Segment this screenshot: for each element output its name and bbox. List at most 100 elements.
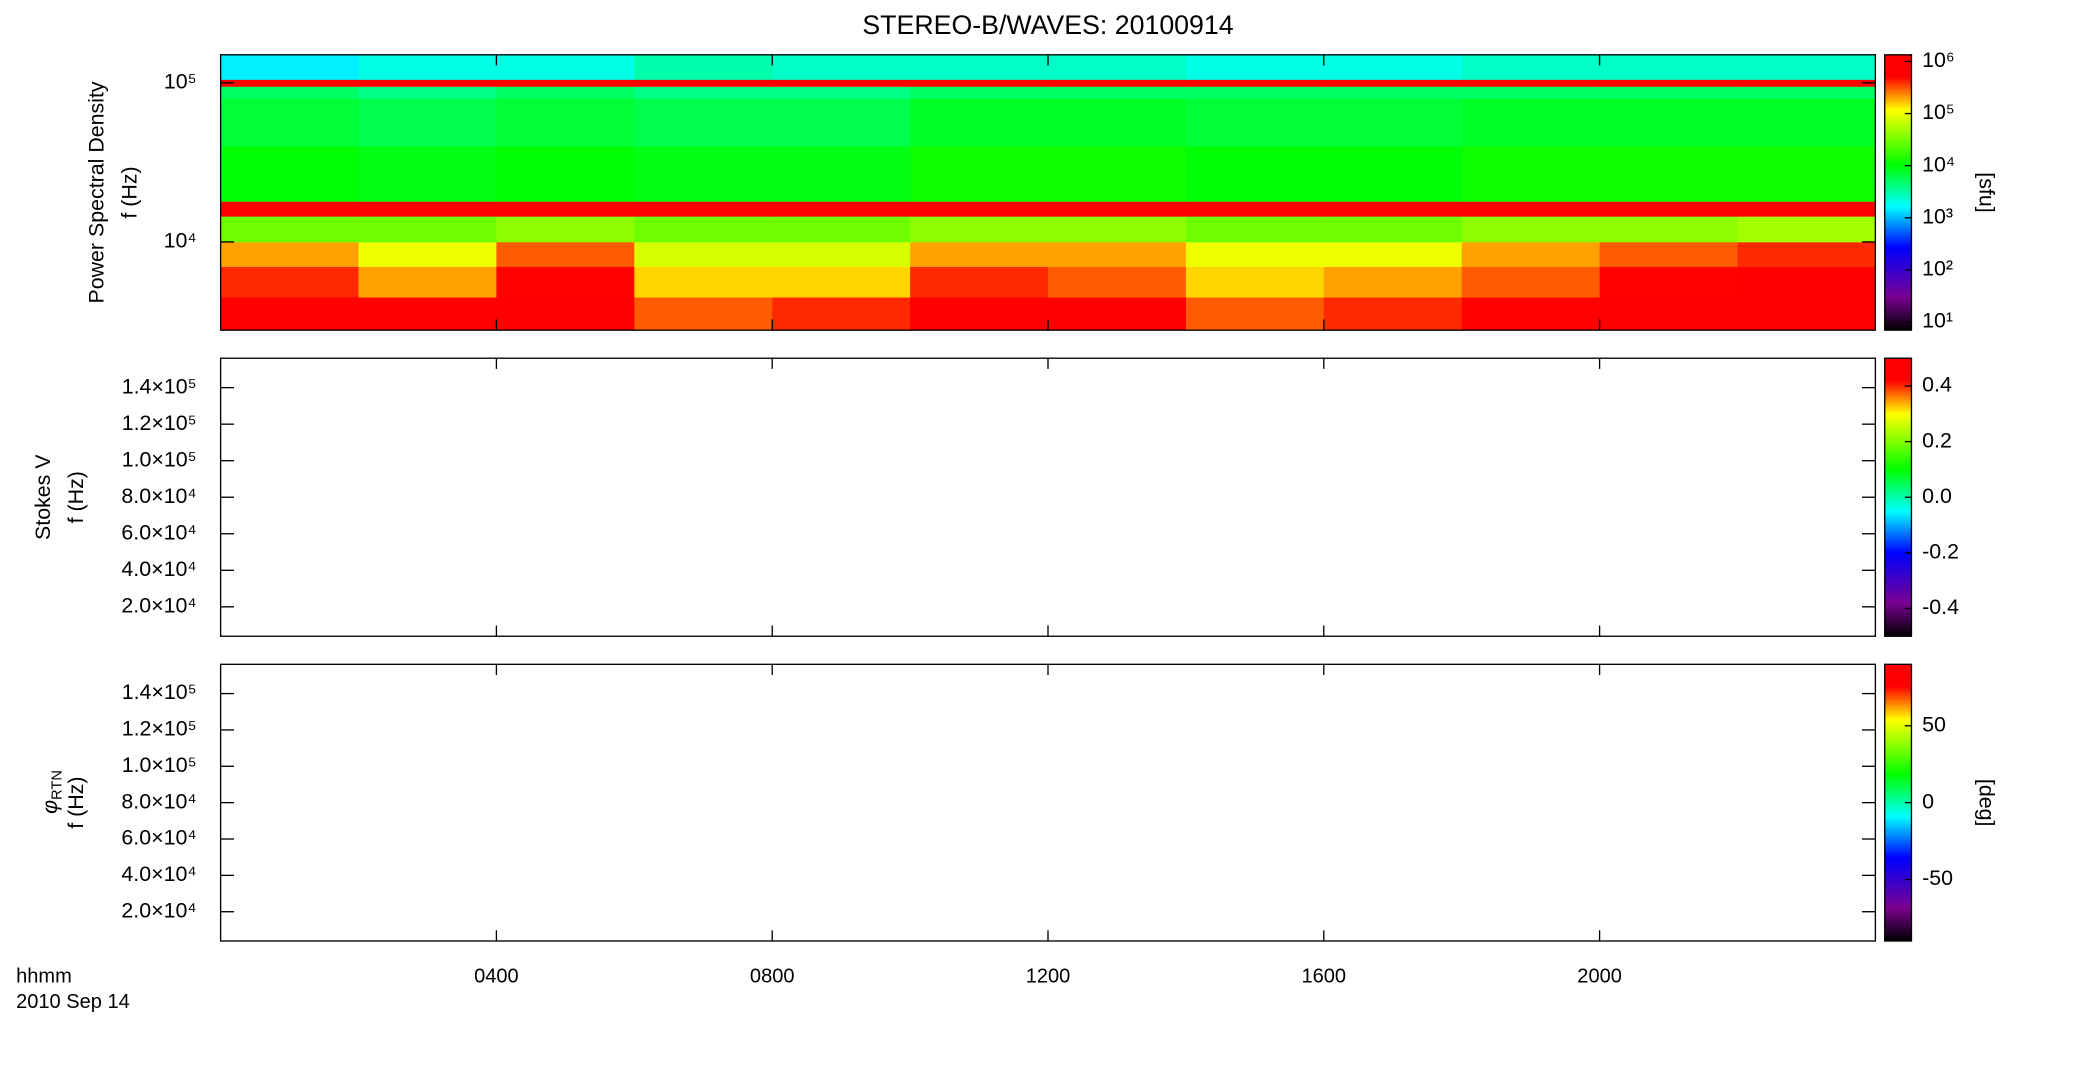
heatmap-cell xyxy=(1599,86,1738,99)
y-axis-subscript: RTN xyxy=(49,770,65,800)
y-axis-label: f (Hz) xyxy=(118,166,142,218)
heatmap-cell xyxy=(1461,98,1600,147)
plot-frame xyxy=(219,357,1877,637)
heatmap-cell xyxy=(358,79,497,87)
colorbar-tick-label: 0.2 xyxy=(1922,428,1952,452)
heatmap-cell xyxy=(910,241,1049,267)
heatmap-cell xyxy=(910,201,1049,217)
heatmap-cell xyxy=(1599,241,1738,267)
heatmap-cell xyxy=(1737,297,1876,331)
heatmap-cell xyxy=(910,54,1049,80)
y-tick-label: 4.0×10⁴ xyxy=(121,557,196,581)
heatmap-cell xyxy=(1323,98,1463,147)
heatmap-cell xyxy=(772,297,911,331)
heatmap-cell xyxy=(1323,146,1463,202)
heatmap-cell xyxy=(358,54,497,80)
heatmap-cell xyxy=(1323,241,1463,267)
x-axis-label: hhmm xyxy=(16,965,72,987)
y-axis-label: f (Hz) xyxy=(64,777,88,829)
chart-title: STEREO-B/WAVES: 20100914 xyxy=(862,10,1233,40)
heatmap-cell xyxy=(1737,86,1876,99)
heatmap-cell xyxy=(1461,79,1600,87)
colorbar-tick-label: 10³ xyxy=(1922,204,1953,228)
heatmap-cell xyxy=(1323,54,1463,80)
colorbar-tick-label: 10⁵ xyxy=(1922,100,1955,124)
heatmap-cell xyxy=(772,79,911,87)
heatmap-cell xyxy=(1185,201,1325,217)
heatmap-cell xyxy=(496,98,635,147)
heatmap-cell xyxy=(220,54,359,80)
y-axis-label: Stokes V xyxy=(31,454,55,540)
heatmap-cell xyxy=(358,86,497,99)
heatmap-cell xyxy=(1185,86,1325,99)
heatmap-cell xyxy=(1323,216,1463,243)
y-axis-symbol: φ xyxy=(38,800,62,814)
heatmap-cell xyxy=(772,86,911,99)
heatmap-cell xyxy=(358,146,497,202)
heatmap-cell xyxy=(772,266,911,298)
heatmap-cell xyxy=(1048,297,1187,331)
colorbar-label: [sfu] xyxy=(1974,172,1998,212)
heatmap-cell xyxy=(1737,266,1876,298)
heatmap-cell xyxy=(1737,79,1876,87)
heatmap-cell xyxy=(220,241,359,267)
heatmap-cell xyxy=(1185,216,1325,243)
y-tick-label: 6.0×10⁴ xyxy=(121,520,196,544)
heatmap-cell xyxy=(1599,297,1738,331)
heatmap-cell xyxy=(910,98,1049,147)
y-axis-label: φRTN xyxy=(38,770,66,814)
x-tick-label: 1200 xyxy=(1026,965,1071,987)
heatmap-cell xyxy=(1461,216,1600,243)
heatmap-cell xyxy=(1461,266,1600,298)
heatmap-cell xyxy=(1185,54,1325,80)
x-tick-label: 0400 xyxy=(474,965,519,987)
heatmap-cell xyxy=(910,266,1049,298)
heatmap-cell xyxy=(634,86,773,99)
heatmap-cell xyxy=(496,266,635,298)
colorbar-frame xyxy=(1884,54,1913,331)
heatmap-cell xyxy=(1323,297,1463,331)
y-tick-label: 1.2×10⁵ xyxy=(122,411,197,435)
heatmap-cell xyxy=(1461,241,1600,267)
heatmap-cell xyxy=(772,216,911,243)
heatmap-cell xyxy=(910,297,1049,331)
colorbar-tick-label: -50 xyxy=(1922,866,1953,890)
y-tick-label: 8.0×10⁴ xyxy=(121,789,196,813)
colorbar-tick-label: 0.0 xyxy=(1922,484,1952,508)
heatmap-cell xyxy=(1185,297,1325,331)
heatmap-cell xyxy=(220,79,359,87)
heatmap-cell xyxy=(1185,241,1325,267)
heatmap-cell xyxy=(1461,297,1600,331)
heatmap-cell xyxy=(358,216,497,243)
heatmap-cell xyxy=(1048,79,1187,87)
heatmap-cell xyxy=(1323,86,1463,99)
y-tick-label: 1.0×10⁵ xyxy=(122,447,197,471)
heatmap-cell xyxy=(634,216,773,243)
heatmap-cell xyxy=(1461,54,1600,80)
y-tick-label: 10⁴ xyxy=(164,229,197,253)
heatmap-cell xyxy=(496,216,635,243)
heatmap-cell xyxy=(1737,54,1876,80)
heatmap-cell xyxy=(634,146,773,202)
heatmap-cell xyxy=(634,297,773,331)
heatmap-cell xyxy=(1048,98,1187,147)
heatmap-cell xyxy=(910,79,1049,87)
y-tick-label: 1.2×10⁵ xyxy=(122,717,197,741)
heatmap-cell xyxy=(358,241,497,267)
heatmap-cell xyxy=(1185,79,1325,87)
heatmap-cell xyxy=(634,266,773,298)
y-tick-label: 2.0×10⁴ xyxy=(121,898,196,922)
heatmap-cell xyxy=(910,216,1049,243)
y-axis-label: Power Spectral Density xyxy=(84,81,108,303)
heatmap-cell xyxy=(1599,146,1738,202)
heatmap-cell xyxy=(220,201,359,217)
heatmap-cell xyxy=(358,201,497,217)
heatmap-cell xyxy=(634,241,773,267)
y-tick-label: 1.0×10⁵ xyxy=(122,753,197,777)
heatmap-cell xyxy=(1461,86,1600,99)
heatmap-cell xyxy=(1737,216,1876,243)
y-tick-label: 10⁵ xyxy=(164,69,197,93)
heatmap-cell xyxy=(496,297,635,331)
heatmap-cell xyxy=(220,146,359,202)
heatmap-cell xyxy=(496,54,635,80)
